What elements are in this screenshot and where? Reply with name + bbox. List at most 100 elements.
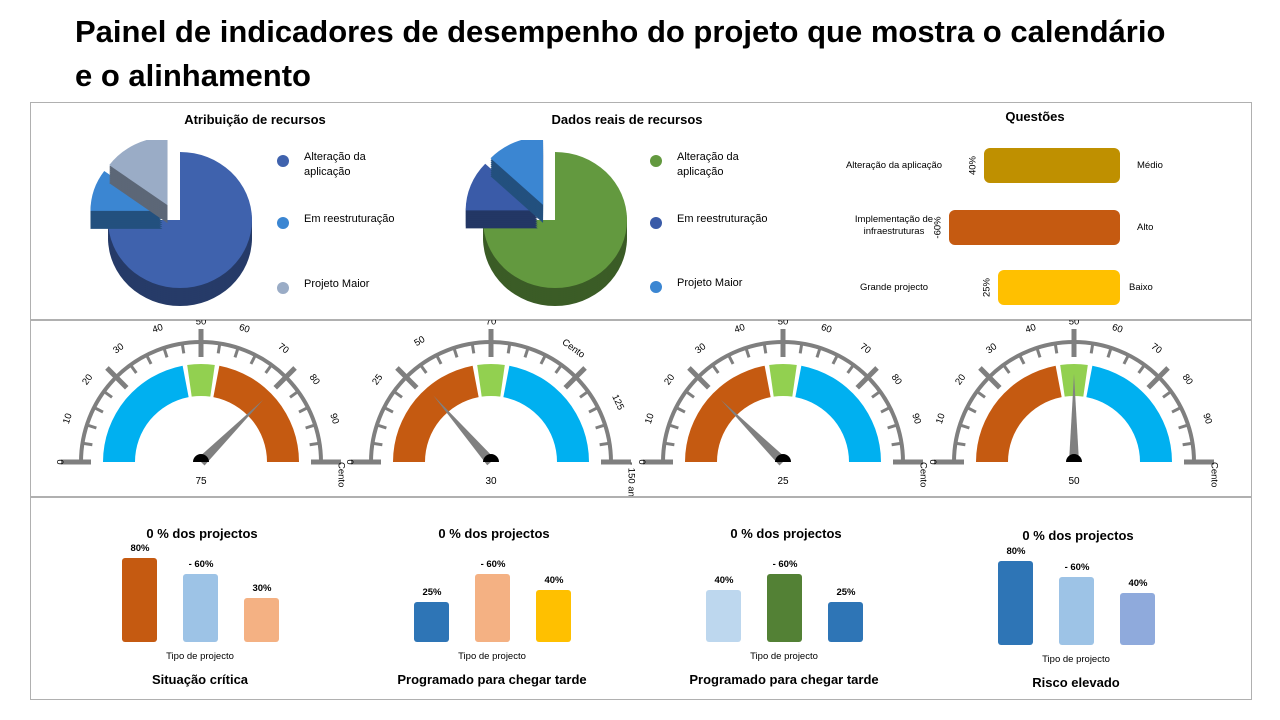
gauge-tick bbox=[563, 366, 587, 390]
bar[interactable] bbox=[414, 602, 449, 642]
gauge-tick-label: 60 bbox=[820, 322, 833, 336]
gauge-tick-label: 20 bbox=[662, 372, 677, 387]
legend-marker bbox=[277, 155, 289, 167]
gauge-tick bbox=[887, 423, 898, 430]
gauge-tick bbox=[506, 343, 512, 354]
gauge-tick-label: 30 bbox=[693, 341, 708, 356]
pie-slice[interactable] bbox=[108, 152, 252, 288]
gauge-tick bbox=[539, 354, 547, 365]
pie-chart-actual-resources bbox=[465, 140, 627, 306]
gauge: 0 10 20 30 40 50 60 70 80 90 Cento 75 bbox=[56, 320, 347, 487]
gauge-tick bbox=[393, 390, 403, 399]
gauge-tick-label: 60 bbox=[238, 322, 251, 336]
gauge-tick-label: 50 bbox=[1069, 320, 1080, 328]
bar[interactable] bbox=[244, 598, 279, 642]
bar[interactable] bbox=[536, 590, 571, 642]
gauge-tick-label: 60 bbox=[1111, 322, 1124, 336]
gauge-tick bbox=[880, 406, 891, 414]
gauges-row: 0 10 20 30 40 50 60 70 80 90 Cento 75 0 25 50 70 Cento 12… bbox=[56, 320, 1220, 496]
gauge-tick bbox=[216, 343, 222, 354]
gauge: 0 10 20 30 40 50 60 70 80 90 Cento 50 bbox=[929, 320, 1220, 487]
gauge-tick bbox=[1053, 343, 1059, 354]
legend-label: Alteração da aplicação bbox=[304, 151, 366, 178]
pie-slice[interactable] bbox=[490, 140, 544, 205]
gauge-tick bbox=[82, 441, 93, 447]
gauge-tick bbox=[309, 441, 320, 447]
bar-data-label: 30% bbox=[252, 583, 272, 594]
gauge-tick bbox=[372, 441, 383, 447]
gauge-tick bbox=[103, 390, 113, 399]
gauge-tick-label: 40 bbox=[151, 322, 164, 336]
bar-chart-caption: Risco elevado bbox=[1032, 675, 1120, 690]
gauge-tick bbox=[668, 423, 679, 430]
gauge: 0 25 50 70 Cento 125 - 150 anos 30 bbox=[346, 320, 637, 496]
gauge-tick bbox=[305, 423, 316, 430]
gauge-tick bbox=[711, 364, 720, 374]
gauge-tick bbox=[298, 406, 309, 414]
gauge-tick bbox=[264, 364, 273, 374]
gauge-band bbox=[976, 365, 1062, 462]
gauge-tick-label: 25 bbox=[370, 372, 385, 387]
gauge-tick bbox=[1122, 354, 1130, 365]
legend-label: Projeto Maior bbox=[677, 277, 743, 289]
gauge-needle bbox=[1069, 374, 1079, 462]
pie-title: Dados reais de recursos bbox=[551, 112, 703, 127]
gauge-tick bbox=[675, 406, 686, 414]
issue-label: Grande projecto bbox=[859, 282, 929, 293]
gauge-tick bbox=[891, 441, 902, 447]
gauge-band bbox=[769, 364, 797, 397]
bar[interactable] bbox=[706, 590, 741, 642]
gauge-tick-label: 40 bbox=[733, 322, 746, 336]
bar[interactable] bbox=[767, 574, 802, 642]
legend-label: Em reestruturação bbox=[677, 213, 768, 225]
bar-data-label: - 60% bbox=[772, 559, 798, 570]
bar[interactable] bbox=[475, 574, 510, 642]
legend-marker bbox=[650, 155, 662, 167]
gauge-value: 25 bbox=[777, 476, 789, 487]
gauge-band bbox=[685, 365, 771, 462]
gauge-hub bbox=[1066, 454, 1082, 462]
gauge-tick-label: 90 bbox=[909, 412, 923, 425]
gauge-tick-label: 125 bbox=[609, 393, 626, 412]
gauge-tick bbox=[233, 347, 240, 358]
gauge-tick-label: 70 bbox=[276, 341, 291, 356]
dashboard-frame bbox=[30, 102, 1252, 700]
bar[interactable] bbox=[998, 561, 1033, 645]
issue-bar bbox=[998, 270, 1120, 305]
gauge-tick-label: 40 bbox=[1024, 322, 1037, 336]
bar[interactable] bbox=[183, 574, 218, 642]
gauge-tick-label: 90 bbox=[1200, 412, 1214, 425]
bar[interactable] bbox=[122, 558, 157, 642]
gauge-tick bbox=[1162, 390, 1172, 399]
bar-data-label: - 60% bbox=[188, 559, 214, 570]
bar-chart-caption: Programado para chegar tarde bbox=[689, 672, 879, 687]
x-axis-label: Tipo de projecto bbox=[750, 651, 818, 662]
gauge-band bbox=[477, 364, 505, 397]
pie-slice[interactable] bbox=[109, 140, 168, 206]
gauge-tick bbox=[162, 347, 169, 358]
gauge-tick bbox=[554, 364, 563, 374]
bar-data-label: 80% bbox=[130, 543, 150, 554]
issue-value: -60% bbox=[932, 216, 944, 239]
bar[interactable] bbox=[828, 602, 863, 642]
gauge-tick bbox=[1182, 441, 1193, 447]
bar[interactable] bbox=[1059, 577, 1094, 645]
gauge-tick-label: Cento bbox=[917, 462, 928, 487]
divider bbox=[31, 319, 1251, 321]
gauge-tick bbox=[180, 343, 186, 354]
pie-slice[interactable] bbox=[483, 152, 627, 288]
issue-label: Alteração da aplicação bbox=[845, 160, 943, 171]
gauge-tick-label: 80 bbox=[889, 372, 904, 387]
gauge-tick-label: 10 bbox=[61, 412, 75, 425]
gauge-tick-label: 50 bbox=[412, 334, 427, 349]
gauge-tick bbox=[599, 441, 610, 447]
pie-title: Atribuição de recursos bbox=[184, 112, 326, 127]
bar[interactable] bbox=[1120, 593, 1155, 645]
bar-data-label: - 60% bbox=[1064, 562, 1090, 573]
gauge-tick-label: 0 bbox=[56, 459, 67, 464]
x-axis-label: Tipo de projecto bbox=[1042, 654, 1110, 665]
issue-bar bbox=[984, 148, 1120, 183]
gauge-tick-label: 0 bbox=[638, 459, 649, 464]
gauge-tick bbox=[959, 423, 970, 430]
gauge-tick bbox=[727, 354, 735, 365]
